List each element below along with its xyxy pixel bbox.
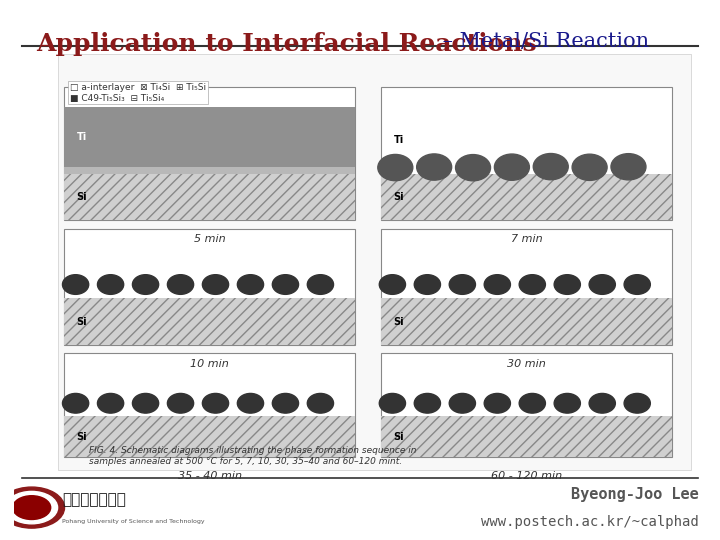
Circle shape bbox=[519, 275, 546, 294]
Circle shape bbox=[485, 394, 510, 413]
Circle shape bbox=[168, 394, 194, 413]
Circle shape bbox=[13, 496, 50, 519]
Bar bbox=[64, 416, 356, 457]
Circle shape bbox=[97, 275, 124, 294]
Text: □ a-interlayer  ⊠ Ti₄Si  ⊞ Ti₅Si
■ C49-Ti₅Si₃  ⊟ Ti₅Si₄: □ a-interlayer ⊠ Ti₄Si ⊞ Ti₅Si ■ C49-Ti₅… bbox=[71, 83, 207, 103]
Bar bbox=[381, 299, 672, 345]
Circle shape bbox=[168, 275, 194, 294]
Circle shape bbox=[272, 394, 299, 413]
Circle shape bbox=[456, 154, 490, 181]
Text: Pohang University of Science and Technology: Pohang University of Science and Technol… bbox=[62, 518, 204, 524]
Circle shape bbox=[449, 275, 475, 294]
Text: Si: Si bbox=[76, 431, 87, 442]
Text: Si: Si bbox=[393, 431, 404, 442]
Circle shape bbox=[132, 275, 158, 294]
Circle shape bbox=[272, 275, 299, 294]
Circle shape bbox=[379, 275, 405, 294]
Text: 35 - 40 min: 35 - 40 min bbox=[178, 471, 242, 481]
Text: Si: Si bbox=[76, 192, 87, 202]
Bar bbox=[0, 478, 720, 540]
Text: 7 min: 7 min bbox=[510, 234, 542, 244]
Text: 60 - 120 min: 60 - 120 min bbox=[491, 471, 562, 481]
Text: Application to Interfacial Reactions: Application to Interfacial Reactions bbox=[36, 32, 536, 56]
Text: – Metal/Si Reaction: – Metal/Si Reaction bbox=[436, 32, 649, 51]
Text: Ti: Ti bbox=[76, 132, 87, 142]
Text: Si: Si bbox=[76, 317, 87, 327]
Bar bbox=[64, 174, 356, 220]
Circle shape bbox=[554, 394, 580, 413]
Circle shape bbox=[417, 154, 451, 180]
Bar bbox=[64, 167, 356, 174]
Circle shape bbox=[534, 153, 568, 180]
Circle shape bbox=[449, 394, 475, 413]
Bar bbox=[64, 416, 356, 457]
Circle shape bbox=[554, 275, 580, 294]
Circle shape bbox=[202, 275, 229, 294]
Circle shape bbox=[202, 394, 229, 413]
Circle shape bbox=[97, 394, 124, 413]
Circle shape bbox=[495, 154, 529, 180]
Circle shape bbox=[624, 275, 650, 294]
Bar bbox=[381, 353, 672, 457]
Text: 30 min: 30 min bbox=[507, 359, 546, 369]
Circle shape bbox=[414, 275, 441, 294]
Text: www.postech.ac.kr/~calphad: www.postech.ac.kr/~calphad bbox=[481, 515, 698, 529]
Text: FIG. 4. Schematic diagrams illustrating the phase formation sequence in
samples : FIG. 4. Schematic diagrams illustrating … bbox=[89, 446, 417, 465]
Circle shape bbox=[589, 275, 616, 294]
Bar bbox=[58, 54, 691, 470]
Bar bbox=[381, 87, 672, 220]
Circle shape bbox=[485, 275, 510, 294]
Circle shape bbox=[379, 394, 405, 413]
Circle shape bbox=[132, 394, 158, 413]
Circle shape bbox=[519, 394, 546, 413]
Circle shape bbox=[307, 394, 333, 413]
Bar bbox=[64, 299, 356, 345]
Bar bbox=[64, 107, 356, 167]
Bar bbox=[64, 353, 356, 457]
Bar bbox=[381, 299, 672, 345]
Text: 5 min: 5 min bbox=[194, 234, 225, 244]
Text: Si: Si bbox=[393, 192, 404, 202]
Bar bbox=[64, 299, 356, 345]
Circle shape bbox=[378, 154, 413, 181]
Text: 포항공과대학교: 포항공과대학교 bbox=[62, 492, 126, 507]
Circle shape bbox=[63, 275, 89, 294]
Bar bbox=[381, 174, 672, 220]
Circle shape bbox=[6, 491, 58, 524]
Bar bbox=[381, 174, 672, 220]
Text: 10 min: 10 min bbox=[190, 359, 229, 369]
Circle shape bbox=[589, 394, 616, 413]
Bar bbox=[381, 416, 672, 457]
Text: Byeong-Joo Lee: Byeong-Joo Lee bbox=[571, 487, 698, 502]
Bar bbox=[381, 416, 672, 457]
Circle shape bbox=[307, 275, 333, 294]
Bar bbox=[64, 174, 356, 220]
Circle shape bbox=[238, 394, 264, 413]
Circle shape bbox=[0, 487, 65, 528]
Circle shape bbox=[572, 154, 607, 180]
Text: Ti: Ti bbox=[393, 136, 404, 145]
Circle shape bbox=[238, 275, 264, 294]
Text: Si: Si bbox=[393, 317, 404, 327]
Circle shape bbox=[63, 394, 89, 413]
Circle shape bbox=[624, 394, 650, 413]
Bar bbox=[64, 87, 356, 220]
Circle shape bbox=[611, 154, 646, 180]
Circle shape bbox=[414, 394, 441, 413]
Bar bbox=[381, 228, 672, 345]
Bar bbox=[64, 228, 356, 345]
